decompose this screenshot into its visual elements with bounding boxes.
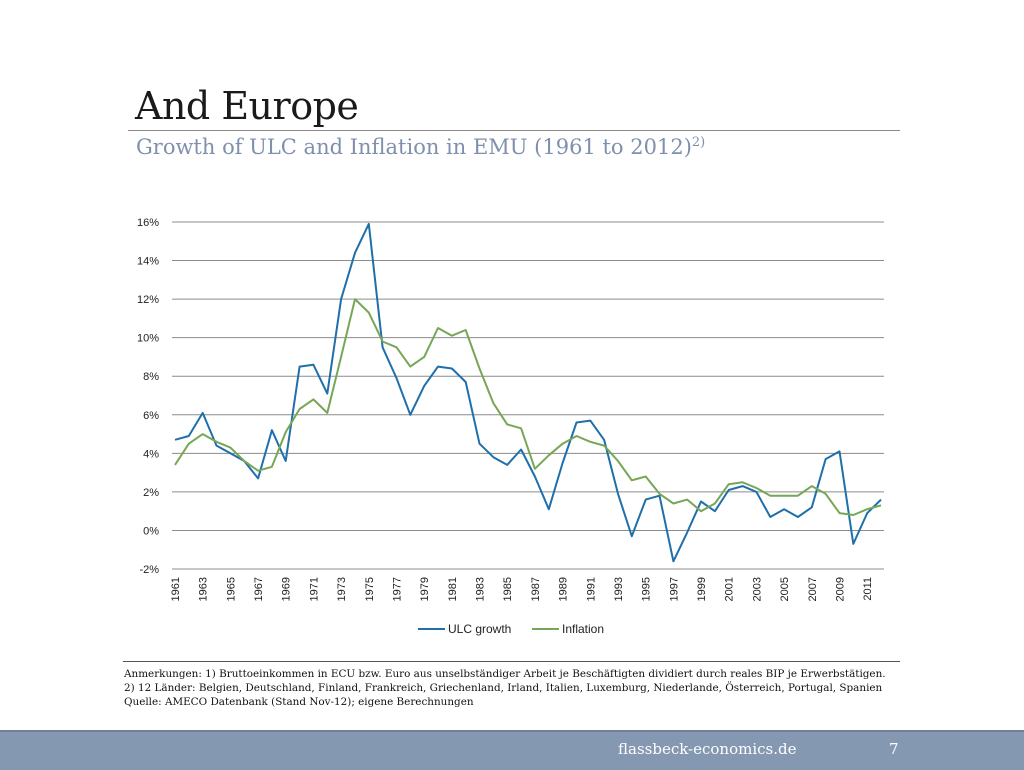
x-tick-label: 1965 [225, 577, 237, 601]
subtitle-text: Growth of ULC and Inflation in EMU (1961… [136, 135, 692, 159]
subtitle-footnote-marker: 2) [691, 135, 706, 150]
x-tick-label: 1975 [364, 577, 376, 601]
y-tick-label: 6% [143, 410, 159, 422]
footer-site-name: flassbeck-economics.de [618, 740, 797, 758]
slide-title: And Europe [135, 84, 359, 128]
x-tick-label: 1967 [253, 577, 265, 601]
x-tick-label: 1981 [447, 577, 459, 601]
line-chart: -2%0%2%4%6%8%10%12%14%16% 1961 1963 1965 19… [137, 217, 884, 636]
note-source: Quelle: AMECO Datenbank (Stand Nov-12); … [124, 696, 474, 708]
legend-label-inflation: Inflation [562, 622, 604, 636]
x-tick-label: 1983 [475, 577, 487, 601]
x-tick-label: 1961 [170, 577, 182, 601]
x-tick-label: 1999 [696, 577, 708, 601]
x-tick-label: 1987 [530, 577, 542, 601]
note-line-2: 2) 12 Länder: Belgien, Deutschland, Finl… [124, 682, 883, 694]
x-tick-label: 1995 [641, 577, 653, 601]
x-axis-ticks: 1961 1963 1965 1967 1969 1971 1973 1975 1977 1979… [170, 577, 874, 601]
y-tick-label: 4% [143, 448, 159, 460]
slide-subtitle: Growth of ULC and Inflation in EMU (1961… [136, 135, 705, 159]
x-tick-label: 2001 [724, 577, 736, 601]
footer-bar: flassbeck-economics.de 7 [0, 730, 1024, 770]
x-tick-label: 2009 [834, 577, 846, 601]
x-tick-label: 1979 [419, 577, 431, 601]
y-tick-label: 2% [143, 487, 159, 499]
x-tick-label: 2007 [807, 577, 819, 601]
x-tick-label: 1997 [668, 577, 680, 601]
series-line-inflation [174, 298, 882, 516]
x-tick-label: 1985 [502, 577, 514, 601]
y-tick-label: 10% [137, 333, 159, 345]
x-tick-label: 1969 [281, 577, 293, 601]
gridlines [172, 221, 884, 570]
chart-notes: Anmerkungen: 1) Bruttoeinkommen in ECU b… [124, 667, 924, 709]
y-tick-label: 14% [137, 256, 159, 268]
x-tick-label: 1993 [613, 577, 625, 601]
x-tick-label: 1977 [391, 577, 403, 601]
series-line-ulc-growth [174, 222, 882, 563]
x-tick-label: 1989 [558, 577, 570, 601]
x-tick-label: 1973 [336, 577, 348, 601]
chart-legend: ULC growth Inflation [418, 622, 604, 636]
y-tick-label: 0% [143, 525, 159, 537]
note-line-1: Anmerkungen: 1) Bruttoeinkommen in ECU b… [124, 668, 886, 680]
title-divider [128, 130, 900, 131]
x-tick-label: 1971 [308, 577, 320, 601]
legend-label-ulc-growth: ULC growth [448, 622, 511, 636]
y-tick-label: 16% [137, 217, 159, 229]
y-tick-label: 8% [143, 371, 159, 383]
series-lines [174, 222, 882, 563]
y-axis-ticks: -2% 0% 2% 4% 6% 8% 10% 12% 14% 16% [137, 217, 159, 576]
x-tick-label: 1991 [585, 577, 597, 601]
x-tick-label: 2011 [862, 577, 874, 601]
y-tick-label: 12% [137, 294, 159, 306]
notes-divider [123, 661, 900, 662]
y-tick-label: -2% [139, 564, 159, 576]
page-number: 7 [889, 740, 899, 758]
x-tick-label: 2005 [779, 577, 791, 601]
x-tick-label: 1963 [198, 577, 210, 601]
x-tick-label: 2003 [751, 577, 763, 601]
